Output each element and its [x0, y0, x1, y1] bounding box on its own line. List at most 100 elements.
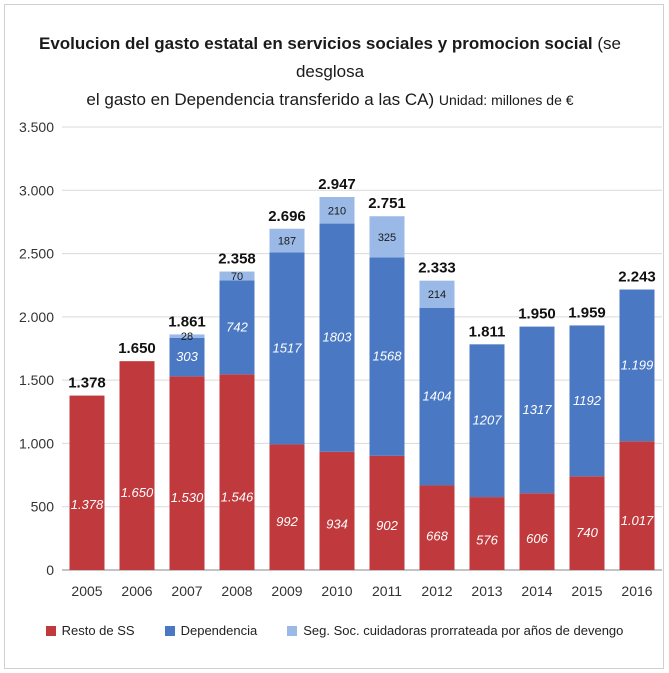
bar-dependencia — [569, 325, 605, 477]
bar-resto — [269, 444, 305, 570]
x-tick-label: 2015 — [571, 583, 602, 599]
bar-seg-soc — [219, 271, 255, 281]
bar-resto — [319, 451, 355, 570]
data-label: 740 — [576, 525, 598, 540]
x-tick-label: 2011 — [372, 583, 402, 599]
bar-resto — [219, 374, 255, 570]
data-label: 187 — [278, 236, 296, 248]
data-label: 210 — [328, 205, 346, 217]
data-label: 28 — [181, 331, 193, 343]
bar-resto — [619, 441, 655, 570]
x-tick-label: 2013 — [471, 583, 502, 599]
bar-resto — [369, 455, 405, 570]
legend-swatch-resto — [45, 625, 56, 636]
total-label: 1.959 — [568, 304, 606, 321]
total-label: 2.751 — [368, 195, 406, 212]
data-label: 1568 — [373, 349, 403, 364]
bar-seg-soc — [319, 196, 355, 224]
data-label: 1404 — [423, 389, 452, 404]
bar-dependencia — [169, 337, 205, 377]
title-line1-bold: Evolucion del gasto estatal en servicios… — [38, 34, 593, 53]
data-label: 742 — [226, 319, 248, 334]
bar-dependencia — [369, 257, 405, 456]
data-label: 934 — [326, 517, 348, 532]
data-label: 1192 — [573, 393, 602, 408]
y-tick-label: 0 — [46, 562, 54, 578]
total-label: 2.947 — [318, 176, 356, 193]
bar-resto — [469, 497, 505, 570]
x-tick-label: 2012 — [421, 583, 452, 599]
total-label: 2.696 — [268, 208, 306, 225]
legend-item-resto: Resto de SS — [45, 623, 135, 638]
data-label: 1.650 — [121, 485, 154, 500]
y-tick-label: 1.000 — [19, 435, 54, 451]
data-label: 1.199 — [621, 357, 654, 372]
data-label: 214 — [428, 289, 446, 301]
title-line2: el gasto en Dependencia transferido a la… — [86, 90, 435, 109]
data-label: 1207 — [473, 413, 503, 428]
bar-seg-soc — [269, 228, 305, 253]
bar-dependencia — [269, 252, 305, 445]
data-label: 606 — [526, 531, 548, 546]
x-tick-label: 2014 — [521, 583, 552, 599]
x-tick-label: 2008 — [221, 583, 252, 599]
total-label: 2.243 — [618, 269, 656, 286]
data-label: 1.378 — [71, 497, 104, 512]
bar-dependencia — [419, 307, 455, 486]
bar-resto — [519, 493, 555, 570]
total-label: 2.358 — [218, 251, 256, 268]
total-label: 1.378 — [68, 375, 106, 392]
data-label: 70 — [231, 271, 243, 283]
bar-seg-soc — [369, 216, 405, 258]
legend-swatch-dependencia — [164, 625, 175, 636]
y-tick-label: 2.000 — [19, 309, 54, 325]
y-tick-label: 2.500 — [19, 246, 54, 262]
x-tick-label: 2005 — [71, 583, 102, 599]
total-label: 1.811 — [469, 323, 506, 340]
bar-dependencia — [619, 289, 655, 442]
data-label: 1517 — [273, 340, 303, 355]
total-label: 1.950 — [518, 306, 556, 323]
y-tick-label: 500 — [31, 499, 55, 515]
data-label: 1.530 — [171, 490, 204, 505]
data-label: 1.017 — [621, 513, 654, 528]
data-label: 1317 — [523, 402, 553, 417]
total-label: 2.333 — [418, 260, 456, 277]
bar-resto — [119, 361, 155, 570]
bar-resto — [569, 476, 605, 570]
legend-swatch-seg-soc — [287, 625, 298, 636]
bar-seg-soc — [169, 334, 205, 338]
bar-dependencia — [319, 223, 355, 452]
x-tick-label: 2010 — [321, 583, 352, 599]
bar-seg-soc — [419, 280, 455, 308]
x-tick-label: 2006 — [121, 583, 152, 599]
legend-item-seg-soc: Seg. Soc. cuidadoras prorrateada por año… — [287, 623, 623, 638]
x-tick-label: 2007 — [171, 583, 202, 599]
data-label: 902 — [376, 518, 398, 533]
y-tick-label: 3.500 — [19, 119, 54, 135]
x-tick-label: 2016 — [621, 583, 652, 599]
title-line1-rest: (se desglosa — [295, 34, 621, 81]
total-label: 1.650 — [118, 340, 156, 357]
y-tick-label: 1.500 — [19, 372, 54, 388]
bar-resto — [169, 376, 205, 570]
data-label: 303 — [176, 349, 198, 364]
data-label: 668 — [426, 528, 448, 543]
bar-dependencia — [469, 344, 505, 498]
total-label: 1.861 — [168, 313, 206, 330]
bar-dependencia — [219, 280, 255, 375]
y-tick-label: 3.000 — [19, 182, 54, 198]
legend: Resto de SS Dependencia Seg. Soc. cuidad… — [0, 623, 669, 638]
bar-resto — [69, 395, 105, 570]
x-tick-label: 2009 — [271, 583, 302, 599]
title-unit: Unidad: millones de € — [438, 92, 574, 108]
legend-label-resto: Resto de SS — [61, 623, 135, 638]
data-label: 325 — [378, 232, 396, 244]
legend-item-dependencia: Dependencia — [164, 623, 258, 638]
bar-resto — [419, 485, 455, 570]
data-label: 576 — [476, 532, 498, 547]
data-label: 1803 — [323, 330, 353, 345]
legend-label-dependencia: Dependencia — [180, 623, 258, 638]
data-label: 992 — [276, 514, 298, 529]
chart-frame — [4, 4, 664, 669]
